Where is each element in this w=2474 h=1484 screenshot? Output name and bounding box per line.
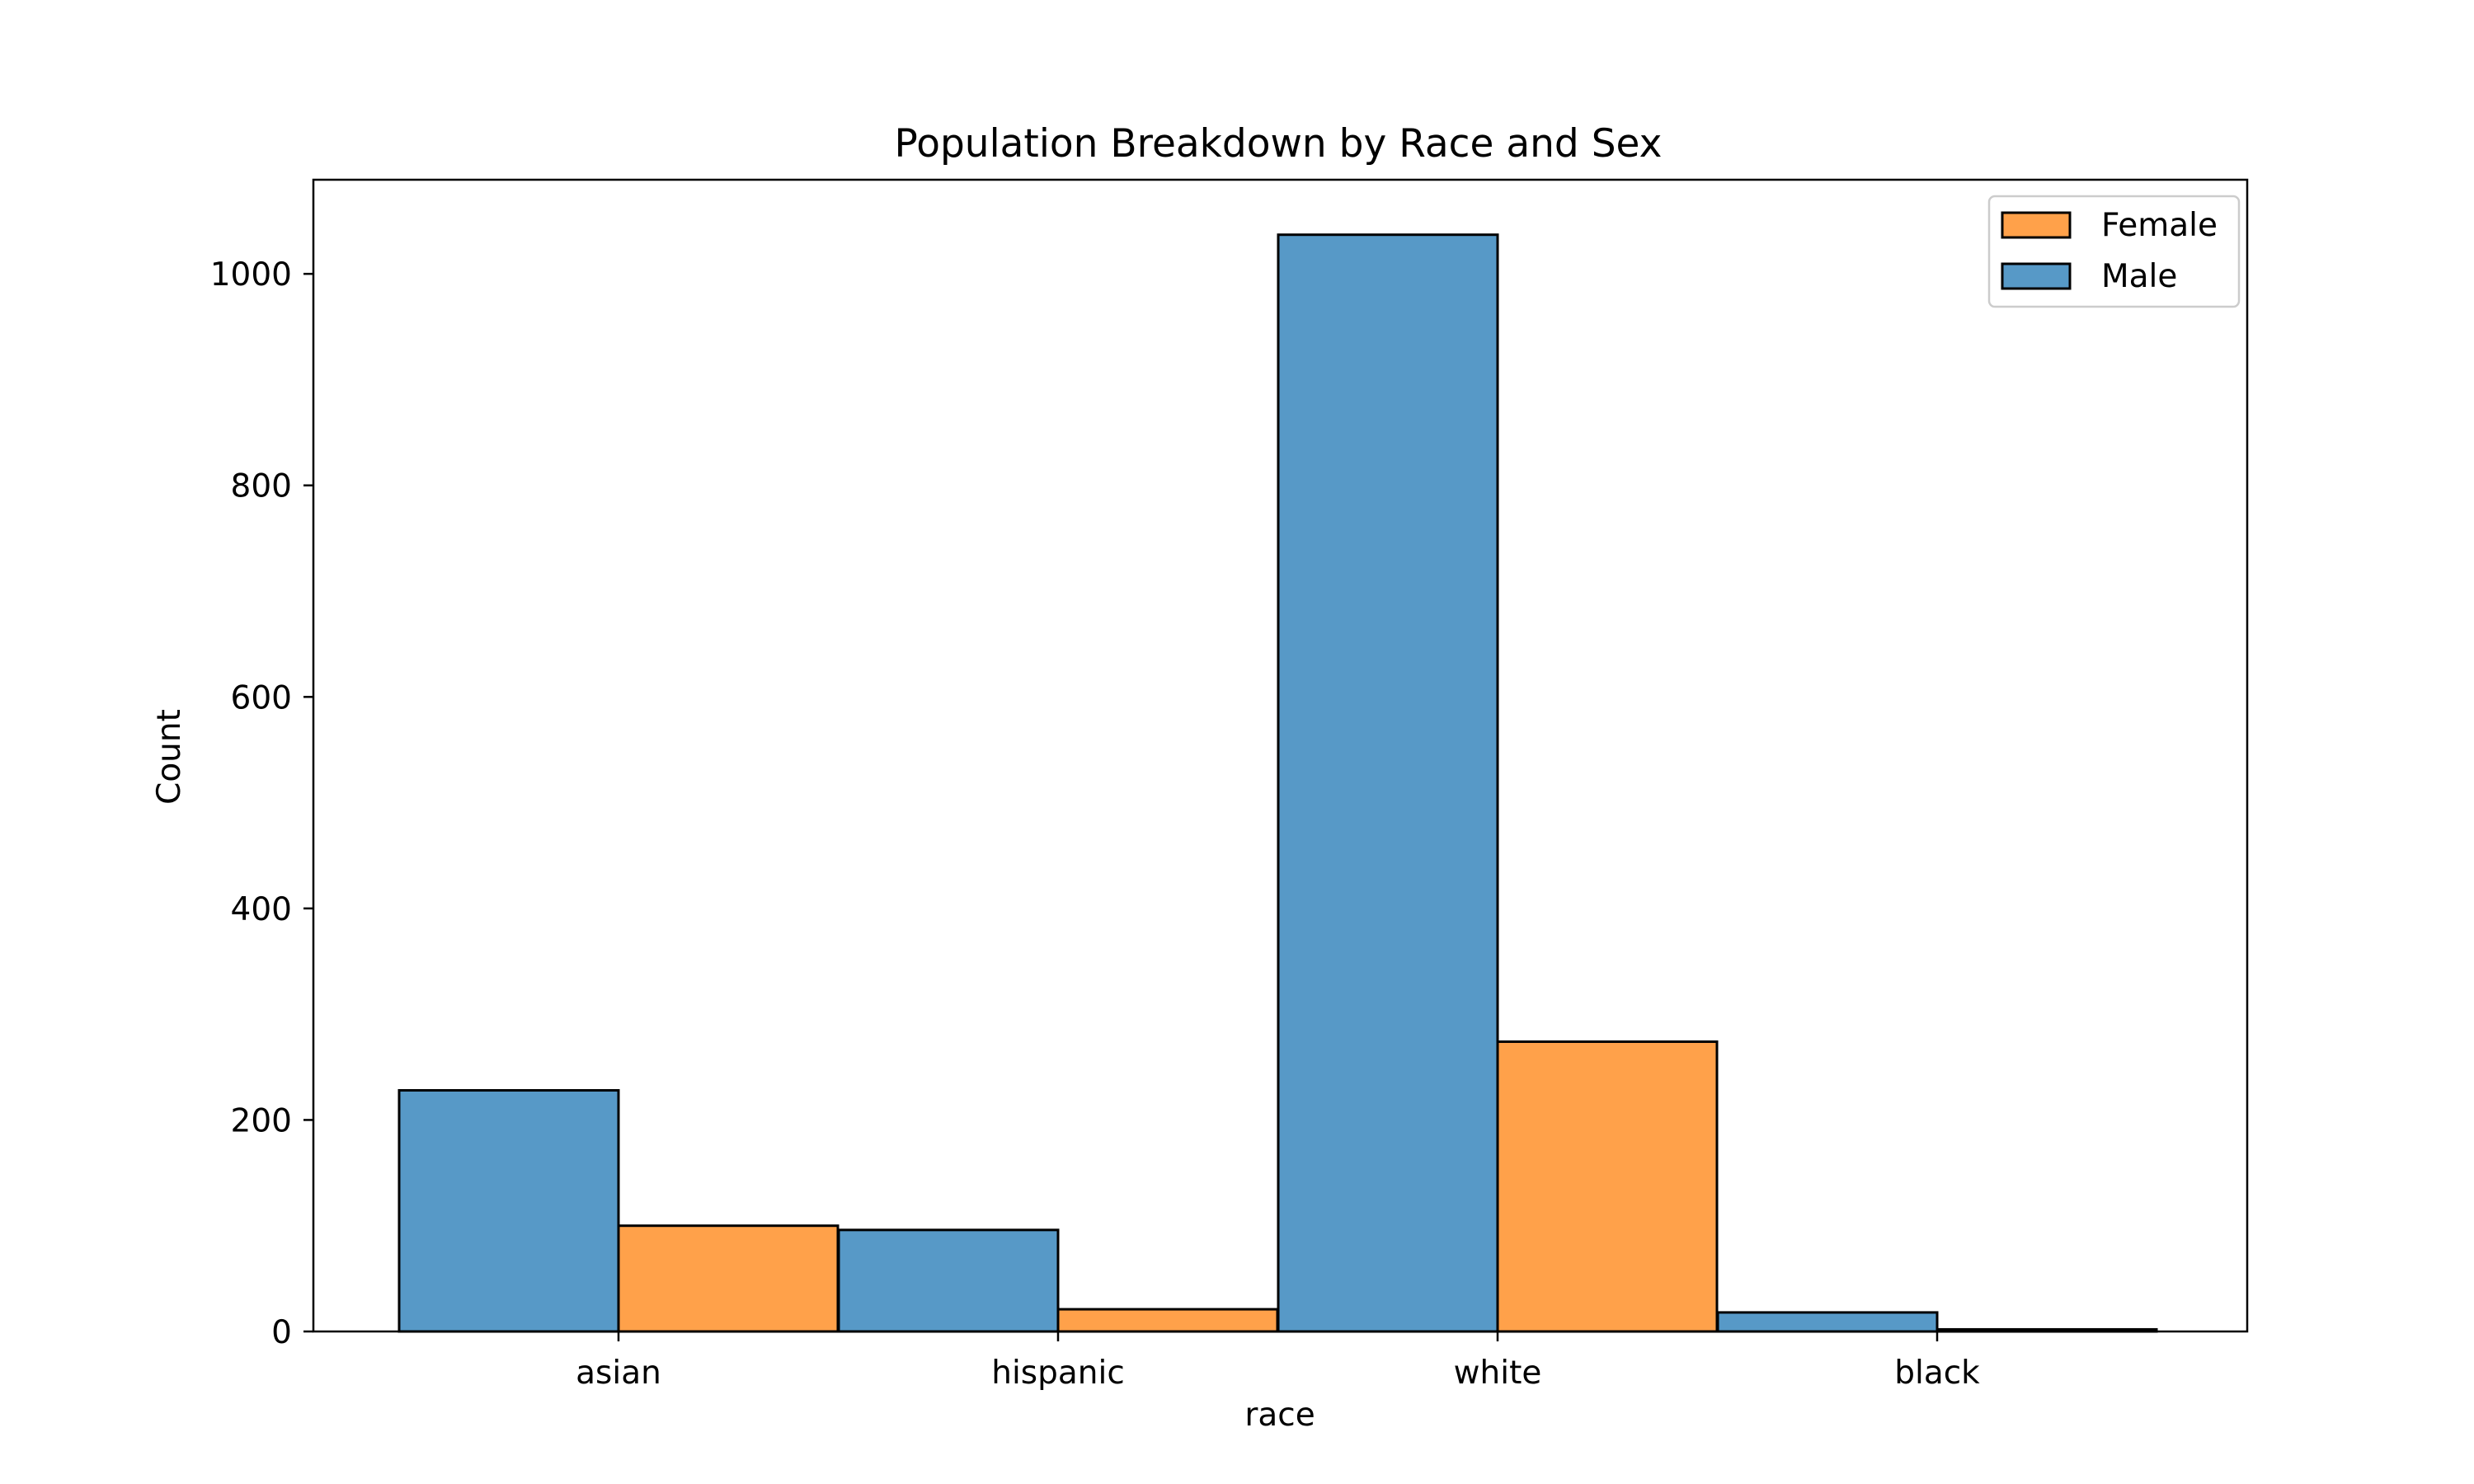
bars-group [397,233,2158,1333]
chart-title: Population Breakdown by Race and Sex [895,121,1663,167]
x-tick-label-hispanic: hispanic [991,1355,1125,1392]
legend-swatch-male [2001,262,2072,290]
x-tick-label-black: black [1894,1355,1980,1392]
y-tick-label: 800 [231,468,292,505]
legend: Female Male [1987,195,2241,308]
y-tick-label: 200 [231,1102,292,1139]
legend-label-female: Female [2101,207,2218,244]
bar-male-black [1716,1311,1939,1333]
plot-frame [312,178,2249,1333]
y-axis: 0 200 400 600 800 1000 [210,256,313,1351]
y-axis-label: Count [151,709,188,805]
x-tick-label-white: white [1454,1355,1542,1392]
bar-male-hispanic [837,1228,1060,1333]
bar-male-white [1277,233,1499,1333]
bar-female-white [1496,1040,1719,1333]
bar-female-asian [617,1224,840,1333]
x-axis: asian hispanic white black [576,1331,1980,1392]
x-tick-label-asian: asian [576,1355,661,1392]
y-tick-label: 600 [231,679,292,716]
legend-label-male: Male [2101,258,2177,295]
y-tick-label: 400 [231,891,292,928]
y-tick-label: 1000 [210,256,292,294]
y-tick-label: 0 [271,1314,292,1351]
x-axis-label: race [1244,1397,1315,1434]
bar-female-hispanic [1056,1308,1279,1333]
legend-swatch-female [2001,211,2072,239]
bar-male-asian [397,1089,620,1333]
